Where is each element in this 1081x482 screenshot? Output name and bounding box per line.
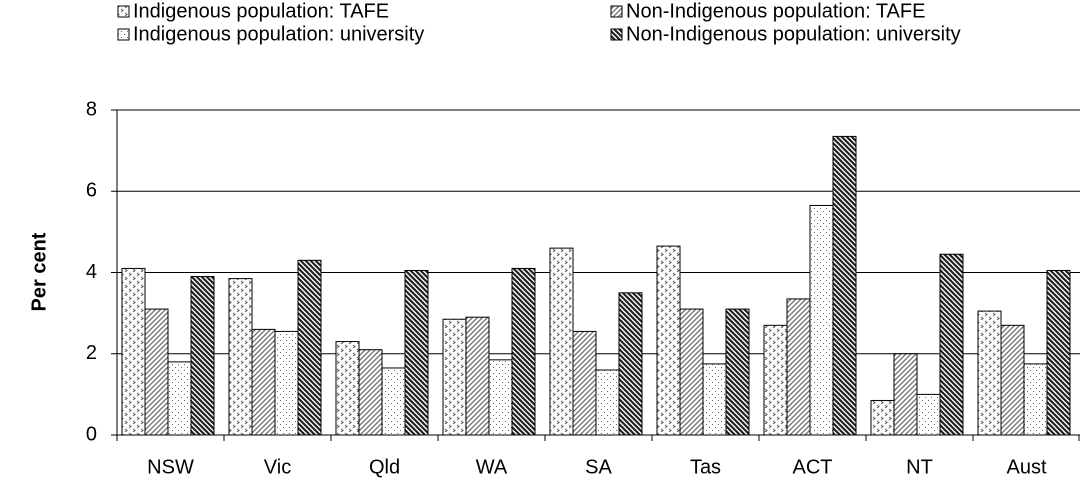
x-tick-label: Qld [369, 456, 400, 478]
bar [1000, 324, 1025, 436]
y-tick-label: 2 [86, 342, 97, 364]
bar [572, 330, 597, 436]
x-tick-label: Tas [690, 456, 721, 478]
bar [442, 318, 467, 436]
x-tick-label: Aust [1006, 456, 1046, 478]
bar [725, 308, 750, 436]
bar [358, 349, 383, 436]
legend-label: Non-Indigenous population: university [626, 23, 961, 45]
x-tick-label: NSW [147, 456, 194, 478]
bar [832, 135, 857, 436]
bar [786, 298, 811, 436]
bar [893, 353, 918, 436]
x-tick-label: ACT [793, 456, 833, 478]
y-tick-label: 0 [86, 423, 97, 445]
legend-swatch [117, 28, 130, 41]
legend-swatch [117, 5, 130, 18]
y-tick-label: 8 [86, 98, 97, 120]
bar [465, 316, 490, 436]
legend-swatch [610, 5, 623, 18]
legend-label: Non-Indigenous population: TAFE [626, 0, 925, 22]
bar [511, 267, 536, 436]
bar [121, 267, 146, 436]
legend-label: Indigenous population: TAFE [133, 0, 389, 22]
bar [702, 363, 727, 436]
bar [679, 308, 704, 436]
x-tick-label: Vic [264, 456, 291, 478]
legend-swatch [610, 28, 623, 41]
legend-label: Indigenous population: university [133, 23, 424, 45]
bar [595, 369, 620, 436]
bar [549, 247, 574, 436]
bar [404, 269, 429, 436]
bar [381, 367, 406, 436]
bar [939, 253, 964, 436]
y-axis-label: Per cent [28, 232, 50, 311]
bar [656, 245, 681, 436]
bar [870, 399, 895, 436]
bar [167, 361, 192, 436]
bar [488, 359, 513, 436]
bar [809, 204, 834, 436]
bar [274, 330, 299, 436]
bar [228, 278, 253, 436]
x-tick-label: SA [585, 456, 612, 478]
bar [977, 310, 1002, 436]
x-tick-label: NT [906, 456, 933, 478]
bar [1046, 269, 1071, 436]
bar [1023, 363, 1048, 436]
y-tick-label: 4 [86, 261, 97, 283]
x-tick-label: WA [476, 456, 508, 478]
y-tick-label: 6 [86, 180, 97, 202]
bar [144, 308, 169, 436]
bar [763, 324, 788, 436]
bar [618, 292, 643, 436]
bar [335, 341, 360, 436]
bar [916, 393, 941, 436]
bar [297, 259, 322, 436]
bar [190, 276, 215, 436]
bar [251, 328, 276, 436]
